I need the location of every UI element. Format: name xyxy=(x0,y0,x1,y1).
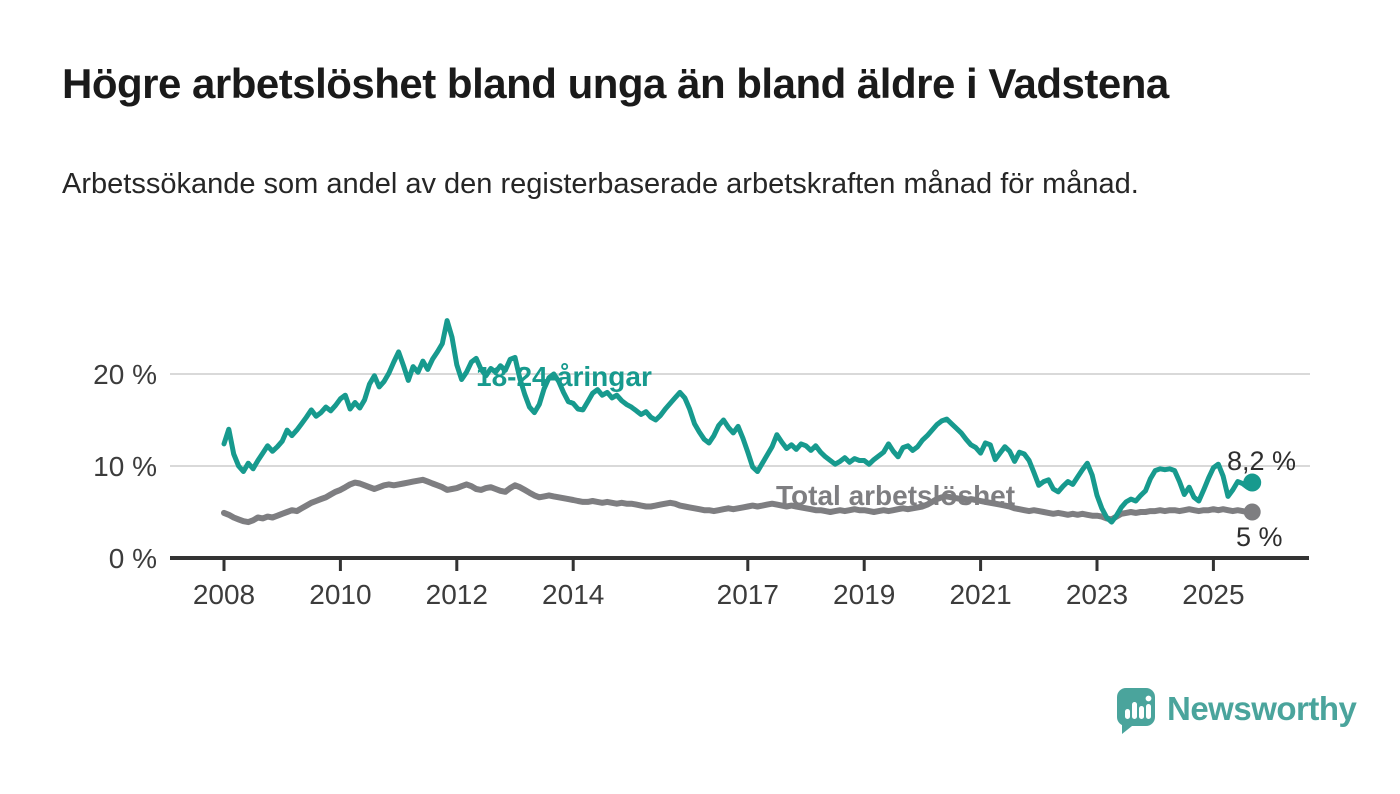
end-value-label-total: 5 % xyxy=(1236,522,1283,552)
newsworthy-logo: Newsworthy xyxy=(1115,686,1357,738)
x-axis-label: 2014 xyxy=(542,579,604,610)
y-axis-label: 20 % xyxy=(93,359,157,390)
x-axis-label: 2025 xyxy=(1182,579,1244,610)
x-axis-label: 2021 xyxy=(949,579,1011,610)
series-end-dot-youth xyxy=(1243,473,1262,492)
end-value-label-youth: 8,2 % xyxy=(1227,446,1296,476)
x-axis-label: 2008 xyxy=(193,579,255,610)
x-axis-label: 2019 xyxy=(833,579,895,610)
x-axis-label: 2010 xyxy=(309,579,371,610)
x-axis-group: 2008 2010 2012 2014 2017 2019 2021 2023 2025 xyxy=(170,556,1309,610)
series-label-total: Total arbetslöshet xyxy=(776,480,1015,511)
logo-wordmark: Newsworthy xyxy=(1167,690,1357,727)
page-subtitle: Arbetssökande som andel av den registerb… xyxy=(62,168,1139,200)
series-end-dot-total xyxy=(1243,503,1261,521)
x-axis-label: 2012 xyxy=(426,579,488,610)
series-line-total xyxy=(221,476,1256,526)
series-lines-group xyxy=(221,318,1256,526)
end-annotations-group: 8,2 % 5 % xyxy=(1227,446,1296,552)
page-title: Högre arbetslöshet bland unga än bland ä… xyxy=(62,60,1169,107)
speech-bubble-bar-chart-icon xyxy=(1117,688,1155,734)
x-axis-label: 2017 xyxy=(717,579,779,610)
gridlines-group: 0 % 10 % 20 % xyxy=(93,359,1310,574)
y-axis-label: 0 % xyxy=(109,543,157,574)
x-axis-label: 2023 xyxy=(1066,579,1128,610)
series-line-youth xyxy=(221,318,1255,525)
y-axis-label: 10 % xyxy=(93,451,157,482)
